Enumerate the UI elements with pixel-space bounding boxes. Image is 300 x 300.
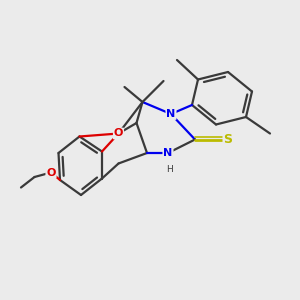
Text: H: H — [166, 165, 173, 174]
Text: N: N — [167, 109, 176, 119]
Text: O: O — [46, 167, 56, 178]
Text: N: N — [164, 148, 172, 158]
Text: S: S — [224, 133, 232, 146]
Text: O: O — [114, 128, 123, 139]
